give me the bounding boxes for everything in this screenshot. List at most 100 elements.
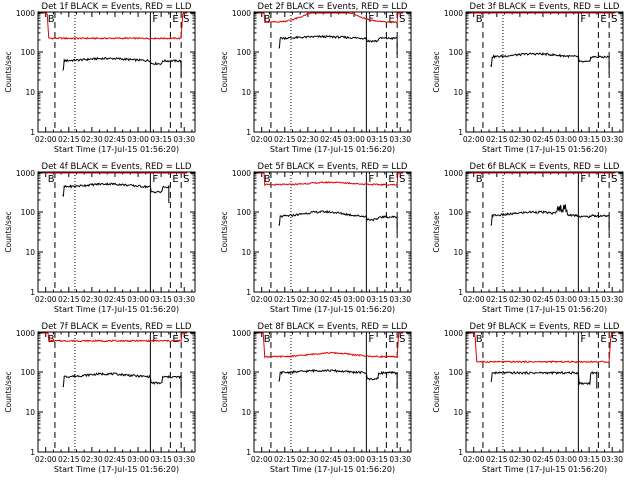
x-tick-label: 02:45 (532, 455, 554, 464)
marker-letter-e: E (600, 14, 606, 25)
plot-frame (465, 171, 624, 293)
marker-letter-b: B (476, 14, 483, 25)
y-tick-label: 1 (458, 128, 463, 137)
x-tick-label: 03:15 (150, 295, 172, 304)
x-tick-label: 02:00 (251, 135, 273, 144)
y-tick-label: 100 (237, 368, 252, 377)
x-tick-label: 02:30 (509, 135, 531, 144)
x-tick-label: 02:45 (104, 295, 126, 304)
plot-frame (253, 331, 412, 453)
marker-letter-b: B (264, 334, 271, 345)
marker-letter-e: E (172, 174, 178, 185)
x-tick-label: 02:45 (320, 135, 342, 144)
series-line-events (490, 52, 610, 73)
x-axis-label: Start Time (17-Jul-15 01:56:20) (270, 465, 395, 474)
chart-title: Det 8f BLACK = Events, RED = LLD (258, 322, 408, 332)
x-tick-label: 02:15 (274, 135, 296, 144)
y-tick-label: 1 (246, 128, 251, 137)
x-axis-label: Start Time (17-Jul-15 01:56:20) (270, 145, 395, 154)
marker-letter-s: S (183, 174, 189, 185)
y-tick-label: 10 (25, 248, 35, 257)
chart-title: Det 5f BLACK = Events, RED = LLD (258, 162, 408, 172)
x-tick-label: 03:30 (389, 295, 411, 304)
x-tick-label: 02:30 (509, 455, 531, 464)
plot-frame (37, 11, 196, 133)
marker-letter-b: B (48, 14, 55, 25)
marker-letter-f: F (368, 174, 374, 185)
chart-panel-3: Det 3f BLACK = Events, RED = LLD 1 10 100 10… (432, 2, 624, 154)
x-tick-label: 02:15 (486, 135, 508, 144)
x-tick-label: 02:00 (251, 455, 273, 464)
x-tick-label: 02:30 (81, 135, 103, 144)
chart-title: Det 6f BLACK = Events, RED = LLD (470, 162, 620, 172)
chart-panel-5: Det 5f BLACK = Events, RED = LLD 1 10 100 10… (220, 162, 412, 314)
x-tick-label: 02:45 (320, 295, 342, 304)
x-tick-label: 02:00 (35, 295, 57, 304)
marker-letter-e: E (388, 14, 394, 25)
x-tick-label: 03:30 (173, 455, 195, 464)
x-tick-label: 03:15 (578, 135, 600, 144)
x-tick-label: 03:00 (555, 455, 577, 464)
plot-frame (465, 11, 624, 133)
chart-panel-6: Det 6f BLACK = Events, RED = LLD 1 10 100 10… (432, 162, 624, 314)
y-tick-label: 1 (30, 128, 35, 137)
y-tick-label: 10 (241, 408, 251, 417)
marker-letter-s: S (399, 334, 405, 345)
marker-letter-f: F (152, 334, 158, 345)
chart-panel-1: Det 1f BLACK = Events, RED = LLD 1 10 100 10… (4, 2, 196, 154)
x-tick-label: 02:30 (297, 295, 319, 304)
marker-letter-f: F (580, 334, 586, 345)
marker-letter-b: B (264, 174, 271, 185)
series-line-lld (42, 12, 188, 40)
y-axis-label: Counts/sec (220, 51, 229, 92)
x-tick-label: 03:15 (150, 135, 172, 144)
marker-letter-e: E (600, 174, 606, 185)
series-line-events (62, 372, 182, 393)
x-tick-label: 02:15 (58, 455, 80, 464)
marker-letter-f: F (368, 334, 374, 345)
series-line-lld (470, 332, 616, 364)
y-tick-label: 1 (30, 288, 35, 297)
series-line-lld (258, 172, 404, 187)
x-axis-label: Start Time (17-Jul-15 01:56:20) (482, 465, 607, 474)
marker-letter-s: S (611, 174, 617, 185)
series-line-lld (42, 332, 188, 343)
marker-letter-f: F (368, 14, 374, 25)
marker-letter-f: F (152, 14, 158, 25)
y-axis-label: Counts/sec (432, 51, 441, 92)
x-axis-label: Start Time (17-Jul-15 01:56:20) (270, 305, 395, 314)
y-axis-label: Counts/sec (4, 211, 13, 252)
y-tick-label: 1 (246, 448, 251, 457)
y-tick-label: 10 (25, 408, 35, 417)
marker-letter-f: F (580, 14, 586, 25)
y-axis-label: Counts/sec (432, 371, 441, 412)
y-tick-label: 100 (237, 48, 252, 57)
y-tick-label: 1000 (444, 9, 463, 18)
x-tick-label: 03:30 (173, 295, 195, 304)
y-axis-label: Counts/sec (220, 211, 229, 252)
x-tick-label: 02:45 (532, 295, 554, 304)
x-tick-label: 03:15 (578, 455, 600, 464)
chart-title: Det 9f BLACK = Events, RED = LLD (470, 322, 620, 332)
x-tick-label: 03:15 (366, 295, 388, 304)
x-tick-label: 03:15 (366, 135, 388, 144)
x-tick-label: 02:30 (509, 295, 531, 304)
series-line-lld (258, 332, 404, 359)
y-tick-label: 1 (458, 448, 463, 457)
y-tick-label: 1000 (232, 169, 251, 178)
x-tick-label: 03:30 (389, 135, 411, 144)
chart-title: Det 2f BLACK = Events, RED = LLD (258, 2, 408, 12)
x-tick-label: 02:30 (297, 455, 319, 464)
y-tick-label: 1000 (16, 9, 35, 18)
chart-title: Det 1f BLACK = Events, RED = LLD (42, 2, 192, 12)
y-tick-label: 100 (449, 368, 464, 377)
x-tick-label: 03:30 (601, 135, 623, 144)
x-tick-label: 02:30 (297, 135, 319, 144)
marker-letter-b: B (48, 174, 55, 185)
plot-frame (37, 171, 196, 293)
marker-letter-s: S (183, 14, 189, 25)
series-line-events (278, 34, 398, 55)
marker-letter-b: B (476, 174, 483, 185)
y-axis-label: Counts/sec (220, 371, 229, 412)
